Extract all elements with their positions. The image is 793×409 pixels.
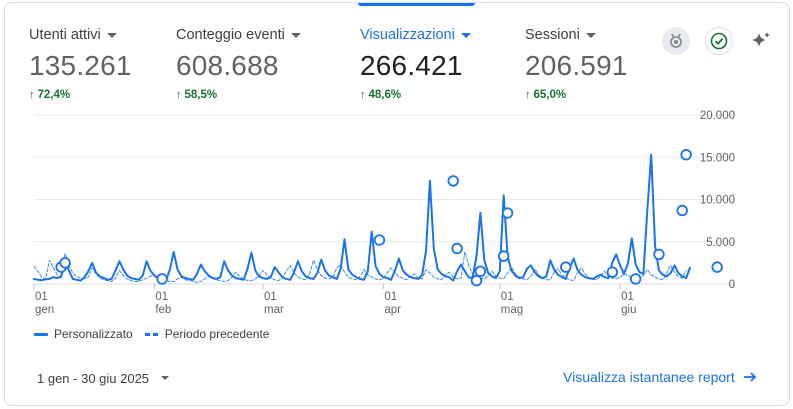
x-tick-sublabel: feb xyxy=(155,304,171,316)
x-tick-label: 01 xyxy=(264,291,277,303)
legend-solid-swatch xyxy=(34,332,48,336)
annotation-marker xyxy=(676,204,688,217)
metric-change: ↑ 58,5% xyxy=(176,89,301,101)
metric-label[interactable]: Sessioni xyxy=(525,26,628,44)
x-tick-label: 01 xyxy=(35,291,48,303)
caret-down-icon xyxy=(290,33,301,38)
metric-label-text: Utenti attivi xyxy=(29,27,101,43)
annotation-marker xyxy=(59,257,71,269)
annotation-marker xyxy=(606,266,619,278)
series-previous-period-line xyxy=(33,251,687,283)
metric-value: 135.261 xyxy=(29,50,132,81)
x-tick-sublabel: giu xyxy=(621,304,636,316)
date-range-selector[interactable]: 1 gen - 30 giu 2025 xyxy=(29,367,177,389)
y-tick-label: 15.000 xyxy=(700,152,735,164)
sparkle-icon[interactable] xyxy=(747,27,775,55)
overview-card xyxy=(4,2,790,406)
metric-change-text: 65,0% xyxy=(533,89,567,101)
metric-label[interactable]: Utenti attivi xyxy=(29,26,132,44)
annotation-marker xyxy=(447,175,459,187)
x-tick-sublabel: mag xyxy=(501,304,523,316)
legend-current-label: Personalizzato xyxy=(54,327,133,341)
chart-legend: Personalizzato Periodo precedente xyxy=(34,327,269,341)
x-tick-sublabel: apr xyxy=(384,304,401,316)
metric-event-count[interactable]: Conteggio eventi 608.688 ↑ 58,5% xyxy=(176,26,301,101)
y-tick-label: 5.000 xyxy=(706,237,735,249)
y-tick-label: 0 xyxy=(729,279,735,291)
x-tick-sublabel: mar xyxy=(264,304,284,316)
caret-down-icon xyxy=(161,376,170,380)
caret-down-icon xyxy=(460,33,471,38)
arrow-up-icon: ↑ xyxy=(176,89,182,101)
metric-label-text: Visualizzazioni xyxy=(360,27,455,43)
metric-value: 608.688 xyxy=(176,50,279,81)
annotation-marker xyxy=(470,274,483,287)
caret-down-icon xyxy=(585,33,596,38)
annotation-marker xyxy=(629,273,642,285)
y-tick-label: 10.000 xyxy=(700,195,735,207)
metric-value: 266.421 xyxy=(360,50,463,81)
metric-active-users[interactable]: Utenti attivi 135.261 ↑ 72,4% xyxy=(29,26,132,101)
x-tick-label: 01 xyxy=(384,291,397,303)
metric-change: ↑ 72,4% xyxy=(29,89,132,101)
arrow-up-icon: ↑ xyxy=(29,89,35,101)
annotation-marker xyxy=(156,273,168,285)
metric-label[interactable]: Conteggio eventi xyxy=(176,26,301,44)
y-tick-label: 20.000 xyxy=(700,110,735,122)
metric-label-text: Sessioni xyxy=(525,27,580,43)
x-tick-sublabel: gen xyxy=(35,304,54,316)
annotation-marker xyxy=(451,242,463,255)
metric-label-text: Conteggio eventi xyxy=(176,27,285,43)
annotation-marker xyxy=(560,261,572,273)
view-report-snapshot-link[interactable]: Visualizza istantanee report xyxy=(563,369,757,385)
metric-value: 206.591 xyxy=(525,50,628,81)
report-link-text: Visualizza istantanee report xyxy=(563,369,735,385)
arrow-up-icon: ↑ xyxy=(525,89,531,101)
annotation-marker xyxy=(680,149,692,161)
legend-dashed-swatch xyxy=(144,332,159,336)
arrow-right-icon xyxy=(743,372,756,382)
annotation-marker xyxy=(373,234,386,246)
annotation-marker xyxy=(501,207,514,219)
annotation-marker xyxy=(711,261,723,273)
metric-change: ↑ 48,6% xyxy=(360,89,471,101)
caret-down-icon xyxy=(106,33,117,38)
metric-label[interactable]: Visualizzazioni xyxy=(360,26,471,44)
x-tick-label: 01 xyxy=(501,291,514,303)
metric-views[interactable]: Visualizzazioni 266.421 ↑ 48,6% xyxy=(360,26,471,101)
check-circle-icon[interactable] xyxy=(705,27,733,55)
metric-change: ↑ 65,0% xyxy=(525,89,628,101)
date-range-text: 1 gen - 30 giu 2025 xyxy=(37,370,150,386)
annotation-marker xyxy=(497,250,510,262)
x-tick-label: 01 xyxy=(155,291,168,303)
series-current-line xyxy=(33,153,691,282)
metric-change-text: 58,5% xyxy=(184,89,218,101)
annotation-marker xyxy=(474,265,487,278)
insights-badge-icon[interactable] xyxy=(662,27,690,55)
metric-change-text: 72,4% xyxy=(37,89,71,101)
metric-change-text: 48,6% xyxy=(368,89,402,101)
arrow-up-icon: ↑ xyxy=(360,89,366,101)
active-tab-indicator xyxy=(358,3,475,6)
metric-sessions[interactable]: Sessioni 206.591 ↑ 65,0% xyxy=(525,26,628,101)
x-tick-label: 01 xyxy=(621,291,634,303)
annotation-marker xyxy=(653,248,665,261)
legend-previous-label: Periodo precedente xyxy=(164,327,270,341)
